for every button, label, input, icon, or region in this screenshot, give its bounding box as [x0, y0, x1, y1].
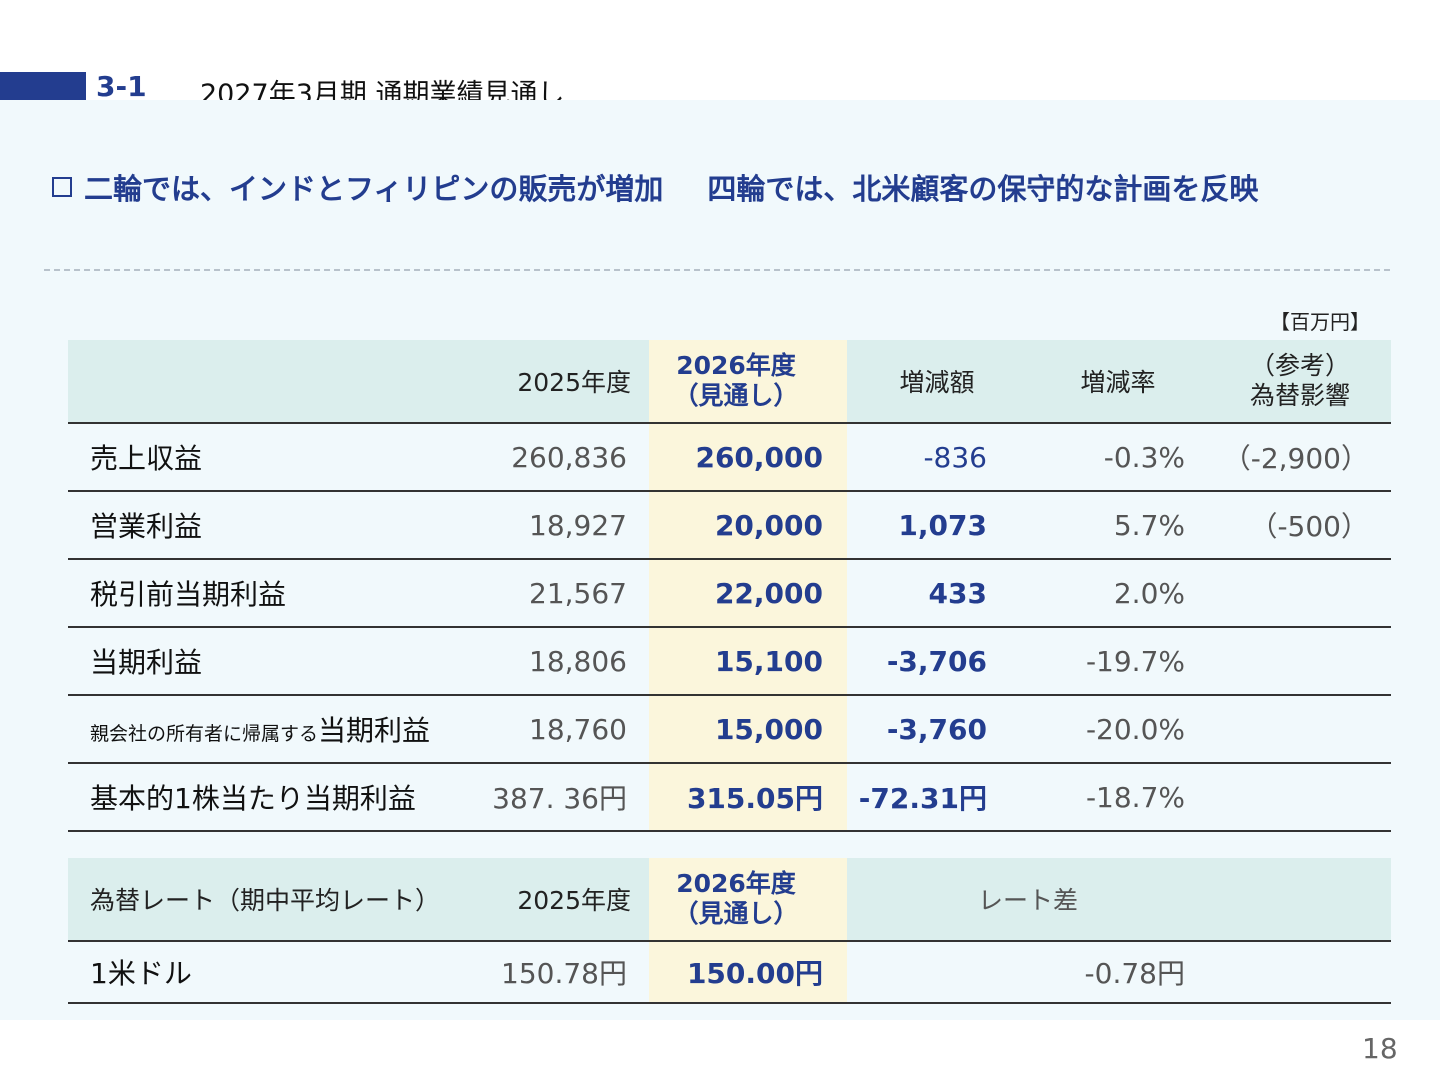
- rate-value: 5.7%: [1027, 491, 1209, 560]
- fx-value: [1209, 559, 1391, 628]
- change-value: -3,760: [847, 695, 1027, 764]
- header-fy2026-line1: 2026年度: [676, 351, 796, 380]
- row-label-main: 当期利益: [318, 714, 431, 747]
- header-fy2026-line2: （見通し）: [673, 381, 799, 410]
- change-value: -3,706: [847, 627, 1027, 696]
- header-fx: （参考） 為替影響: [1209, 340, 1391, 424]
- table-row: 親会社の所有者に帰属する当期利益 18,760 15,000 -3,760 -2…: [68, 695, 1391, 764]
- fy2026-value: 150.00円: [649, 941, 847, 1004]
- fx-value: [1209, 695, 1391, 764]
- table-row: 税引前当期利益 21,567 22,000 433 2.0%: [68, 559, 1391, 628]
- section-marker: [0, 72, 86, 100]
- row-label: 基本的1株当たり当期利益: [68, 763, 468, 832]
- fy2025-value: 150.78円: [468, 941, 649, 1004]
- fy2025-value: 18,927: [468, 491, 649, 560]
- rate-value: -19.7%: [1027, 627, 1209, 696]
- header-fy2025: 2025年度: [468, 858, 649, 942]
- header-blank: [68, 340, 468, 424]
- header-rate-diff: レート差: [847, 858, 1209, 942]
- checkbox-icon: [52, 177, 72, 197]
- fy2026-value: 20,000: [649, 491, 847, 560]
- rate-value: 2.0%: [1027, 559, 1209, 628]
- header-fy2026: 2026年度 （見通し）: [649, 340, 847, 424]
- rate-diff-value: -0.78円: [847, 941, 1209, 1004]
- fy2025-value: 18,806: [468, 627, 649, 696]
- header-blank: [1209, 858, 1391, 942]
- fy2025-value: 18,760: [468, 695, 649, 764]
- header-fy2025: 2025年度: [468, 340, 649, 424]
- fy2025-value: 387. 36円: [468, 763, 649, 832]
- table-row: 当期利益 18,806 15,100 -3,706 -19.7%: [68, 627, 1391, 696]
- header-fy2026-line2: （見通し）: [673, 899, 799, 928]
- fy2026-value: 260,000: [649, 423, 847, 492]
- dashed-divider: [44, 269, 1390, 271]
- header-fx-label: 為替レート（期中平均レート）: [68, 858, 468, 942]
- change-value: 433: [847, 559, 1027, 628]
- table-row: 基本的1株当たり当期利益 387. 36円 315.05円 -72.31円 -1…: [68, 763, 1391, 832]
- fy2026-value: 22,000: [649, 559, 847, 628]
- table-header: 2025年度 2026年度 （見通し） 増減額 増減率 （参考） 為替影響: [68, 340, 1391, 424]
- headline: 二輪では、インドとフィリピンの販売が増加 四輪では、北米顧客の保守的な計画を反映: [52, 166, 1258, 208]
- table-header: 為替レート（期中平均レート） 2025年度 2026年度 （見通し） レート差: [68, 858, 1391, 942]
- change-value: -72.31円: [847, 763, 1027, 832]
- rate-value: -18.7%: [1027, 763, 1209, 832]
- row-label: 当期利益: [68, 627, 468, 696]
- row-label: 親会社の所有者に帰属する当期利益: [68, 695, 468, 764]
- header-fx-line1: （参考）: [1249, 351, 1350, 380]
- fy2026-value: 315.05円: [649, 763, 847, 832]
- section-number: 3-1: [96, 70, 147, 103]
- header-fy2026: 2026年度 （見通し）: [649, 858, 847, 942]
- change-value: -836: [847, 423, 1027, 492]
- header-rate: 増減率: [1027, 340, 1209, 424]
- fx-value: （-500）: [1209, 491, 1391, 560]
- table-row: 営業利益 18,927 20,000 1,073 5.7% （-500）: [68, 491, 1391, 560]
- table-row: 1米ドル 150.78円 150.00円 -0.78円: [68, 941, 1391, 1004]
- rate-value: -20.0%: [1027, 695, 1209, 764]
- change-value: 1,073: [847, 491, 1027, 560]
- fy2025-value: 21,567: [468, 559, 649, 628]
- rate-value: -0.3%: [1027, 423, 1209, 492]
- results-table: 2025年度 2026年度 （見通し） 増減額 増減率 （参考） 為替影響 売上収益…: [68, 340, 1391, 832]
- table-row: 売上収益 260,836 260,000 -836 -0.3% （-2,900）: [68, 423, 1391, 492]
- fx-rate-table: 為替レート（期中平均レート） 2025年度 2026年度 （見通し） レート差 1…: [68, 858, 1391, 1004]
- fy2026-value: 15,000: [649, 695, 847, 764]
- headline-part2: 四輪では、北米顧客の保守的な計画を反映: [707, 172, 1259, 206]
- headline-part1: 二輪では、インドとフィリピンの販売が増加: [84, 172, 664, 206]
- blank-cell: [1209, 941, 1391, 1004]
- header-fy2026-line1: 2026年度: [676, 869, 796, 898]
- fx-value: [1209, 627, 1391, 696]
- row-label: 1米ドル: [68, 941, 468, 1004]
- row-label: 売上収益: [68, 423, 468, 492]
- fy2025-value: 260,836: [468, 423, 649, 492]
- fx-value: [1209, 763, 1391, 832]
- fx-value: （-2,900）: [1209, 423, 1391, 492]
- row-label-prefix: 親会社の所有者に帰属する: [90, 723, 319, 745]
- unit-label: 【百万円】: [1270, 310, 1370, 334]
- page-number: 18: [1362, 1032, 1398, 1065]
- header-change: 増減額: [847, 340, 1027, 424]
- fy2026-value: 15,100: [649, 627, 847, 696]
- header-fx-line2: 為替影響: [1249, 381, 1350, 410]
- row-label: 営業利益: [68, 491, 468, 560]
- row-label: 税引前当期利益: [68, 559, 468, 628]
